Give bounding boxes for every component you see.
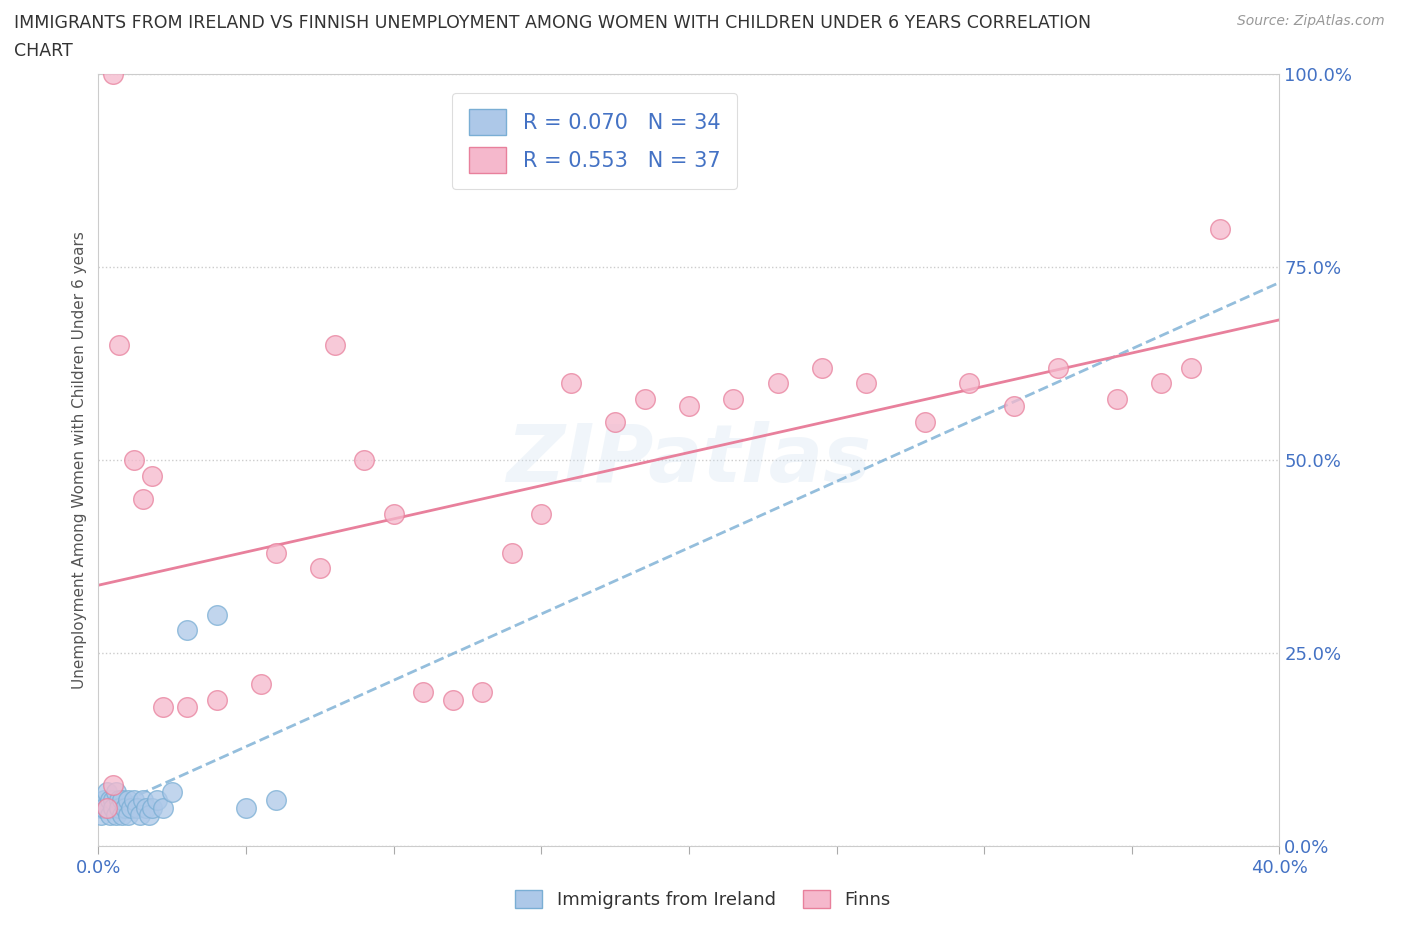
Point (141, 800, 163, 815)
Point (138, 808, 160, 823)
Point (1107, 392, 1129, 406)
Point (96, 785, 118, 800)
Point (250, 677, 273, 692)
Point (93, 792, 115, 807)
Point (471, 684, 494, 699)
Point (105, 808, 128, 823)
Point (152, 800, 174, 815)
Point (855, 376, 877, 391)
Point (382, 507, 405, 522)
Point (117, 808, 139, 823)
Point (309, 561, 332, 576)
Point (117, 792, 139, 807)
Point (723, 392, 745, 406)
Point (135, 800, 157, 815)
Point (605, 415, 627, 430)
Point (176, 700, 198, 715)
Point (678, 399, 700, 414)
Point (108, 792, 131, 807)
Point (162, 785, 183, 800)
Legend: Immigrants from Ireland, Finns: Immigrants from Ireland, Finns (508, 883, 898, 916)
Point (530, 507, 553, 522)
Point (111, 808, 134, 823)
Point (111, 792, 134, 807)
Point (128, 808, 150, 823)
Point (103, 792, 125, 807)
Point (120, 800, 142, 815)
Point (96, 800, 118, 815)
Point (1002, 399, 1025, 414)
Point (103, 800, 125, 815)
Point (914, 415, 936, 430)
Point (90, 808, 112, 823)
Text: Source: ZipAtlas.com: Source: ZipAtlas.com (1237, 14, 1385, 28)
Point (98, 792, 121, 807)
Point (98, 808, 121, 823)
Point (810, 360, 832, 375)
Point (108, 338, 131, 352)
Point (141, 469, 163, 484)
Point (323, 338, 346, 352)
Text: CHART: CHART (14, 42, 73, 60)
Point (1180, 360, 1202, 375)
Point (132, 491, 155, 506)
Point (125, 800, 148, 815)
Y-axis label: Unemployment Among Women with Children Under 6 years: Unemployment Among Women with Children U… (72, 232, 87, 689)
Point (122, 792, 145, 807)
Point (205, 607, 228, 622)
Point (205, 692, 228, 707)
Point (103, 777, 125, 792)
Point (122, 453, 145, 468)
Point (105, 785, 128, 800)
Point (264, 792, 287, 807)
Point (152, 700, 174, 715)
Text: IMMIGRANTS FROM IRELAND VS FINNISH UNEMPLOYMENT AMONG WOMEN WITH CHILDREN UNDER : IMMIGRANTS FROM IRELAND VS FINNISH UNEMP… (14, 14, 1091, 32)
Point (412, 684, 434, 699)
Point (634, 392, 657, 406)
Point (235, 800, 257, 815)
Point (1209, 221, 1232, 236)
Point (103, 67, 125, 82)
Point (560, 376, 582, 391)
Point (146, 792, 169, 807)
Point (1046, 360, 1070, 375)
Point (501, 546, 523, 561)
Point (96, 800, 118, 815)
Legend: R = 0.070   N = 34, R = 0.553   N = 37: R = 0.070 N = 34, R = 0.553 N = 37 (451, 93, 737, 189)
Point (93, 800, 115, 815)
Point (353, 453, 375, 468)
Point (1150, 376, 1173, 391)
Point (959, 376, 981, 391)
Text: ZIPatlas: ZIPatlas (506, 421, 872, 499)
Point (441, 692, 464, 707)
Point (176, 623, 198, 638)
Point (766, 376, 789, 391)
Point (132, 792, 155, 807)
Point (264, 546, 287, 561)
Point (108, 800, 131, 815)
Point (114, 800, 136, 815)
Point (90, 800, 112, 815)
